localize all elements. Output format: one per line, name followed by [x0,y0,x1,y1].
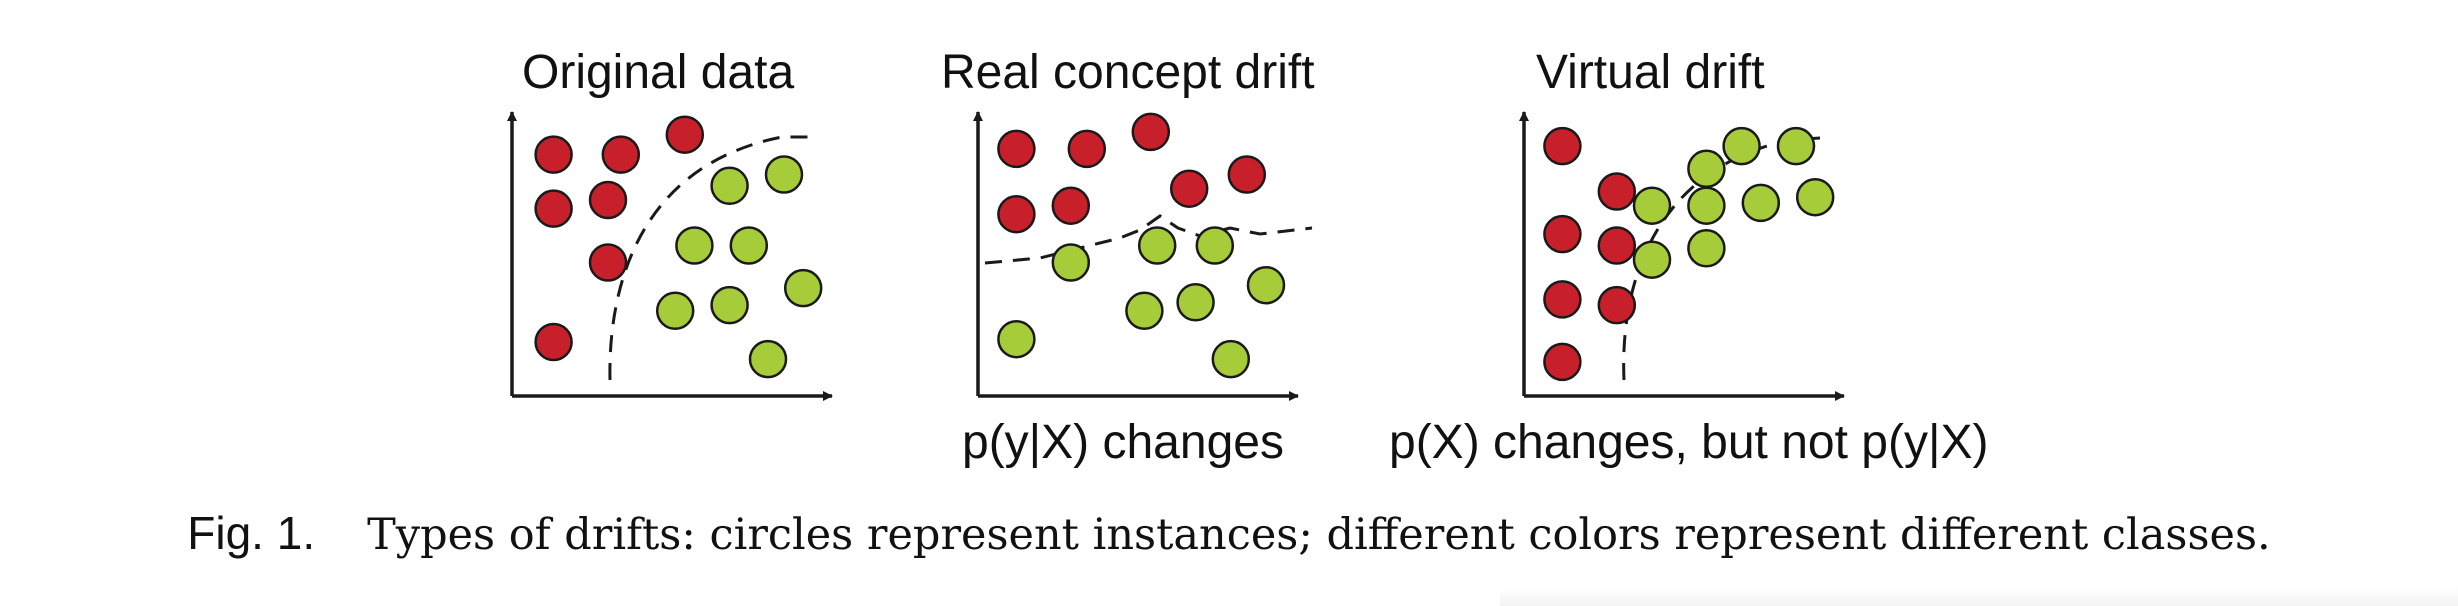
green-instance [729,226,769,265]
green-instance [1176,283,1215,322]
green-instance [1632,240,1672,279]
page-edge-shade [1500,588,2458,606]
green-instance [1195,226,1235,265]
red-instance [1169,169,1209,208]
instances [1543,126,1835,382]
red-instance [1067,129,1107,169]
green-instance [1687,149,1726,189]
green-instance [1722,126,1761,166]
red-instance [1597,285,1637,325]
red-instance [1227,155,1267,194]
axes [973,111,1299,401]
figure-label: Fig. 1. [187,507,316,559]
drift-diagram: Original data Real concept drift p(y|X) … [507,46,1988,469]
red-instance [997,129,1036,169]
green-instance [1125,291,1164,331]
red-instance [1543,126,1582,166]
green-instance [1687,229,1726,268]
panel-title: Original data [522,46,794,99]
green-instance [764,155,804,194]
green-instance [1632,186,1672,225]
red-instance [997,194,1036,234]
green-instance [1776,126,1816,166]
red-instance [1543,280,1582,319]
panel-title: Virtual drift [1536,46,1765,99]
panel-real-concept-drift: Real concept drift p(y|X) changes [941,46,1315,469]
panel-virtual-drift: Virtual drift p(X) changes, but not p(y|… [1389,46,1988,469]
red-instance [534,135,573,174]
green-instance [710,285,749,325]
decision-boundary [984,214,1313,265]
green-instance [1741,183,1781,223]
instances [534,115,823,379]
red-instance [1051,186,1091,225]
green-instance [675,226,714,265]
green-instance [748,339,788,379]
green-instance [1051,243,1091,282]
green-instance [655,291,695,331]
figure-caption-text: Types of drifts: circles represent insta… [367,510,2271,560]
green-instance [1687,186,1726,225]
green-instance [710,166,749,206]
red-instance [665,115,705,154]
green-instance [1211,339,1251,379]
red-instance [588,180,628,220]
red-instance [1597,172,1637,211]
panel-caption: p(y|X) changes [962,416,1284,469]
axes [507,111,833,401]
red-instance [534,322,573,362]
green-instance [1137,226,1177,265]
red-instance [1543,342,1582,382]
green-instance [783,268,823,308]
figure-caption: Fig. 1. Types of drifts: circles represen… [0,510,2458,557]
green-instance [997,319,1036,359]
red-instance [1597,226,1637,265]
panel-original-data: Original data [507,46,833,401]
red-instance [1131,112,1171,152]
red-instance [1543,214,1582,254]
axes [1519,111,1845,401]
instances [997,112,1286,379]
decision-boundary [608,135,808,381]
panel-title: Real concept drift [941,46,1315,99]
panel-caption: p(X) changes, but not p(y|X) [1389,416,1988,469]
red-instance [588,243,628,282]
red-instance [601,135,641,174]
red-instance [534,189,573,228]
green-instance [1795,177,1835,217]
green-instance [1246,265,1286,305]
